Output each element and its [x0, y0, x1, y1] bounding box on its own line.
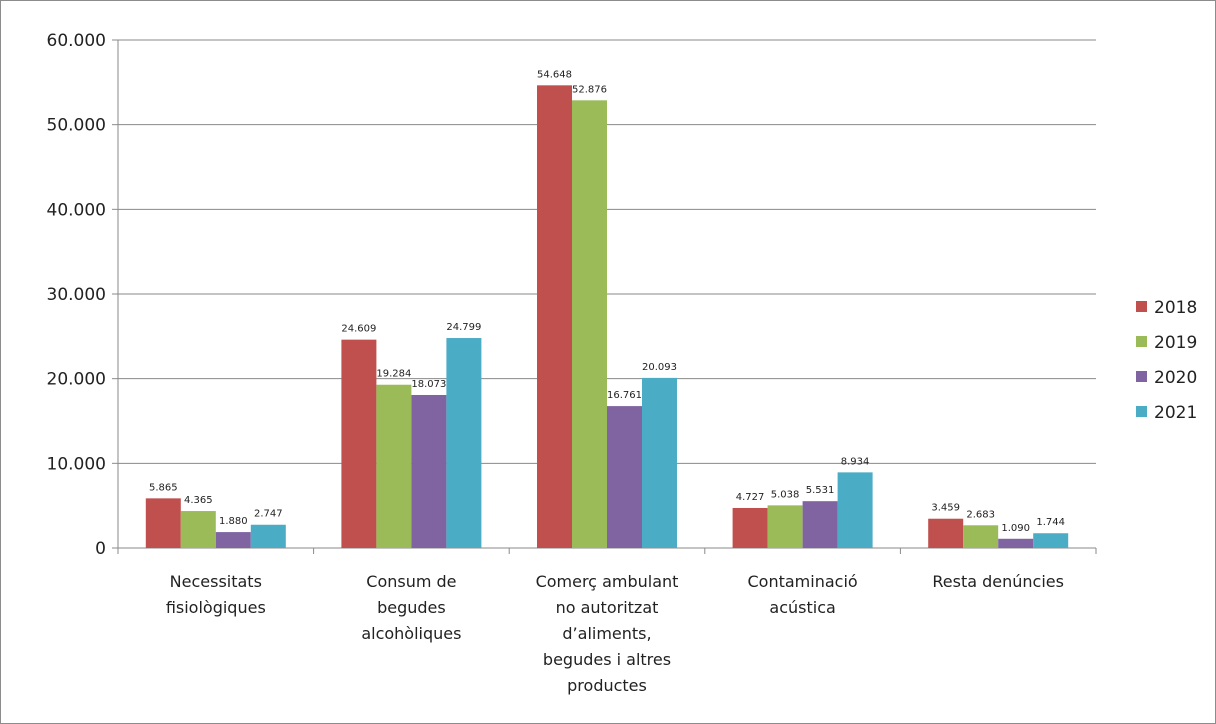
x-tick-label: Contaminació [748, 572, 858, 591]
bar [180, 511, 216, 548]
bar [642, 377, 677, 548]
data-label: 5.865 [149, 482, 178, 493]
x-tick-label: Comerç ambulant [536, 572, 679, 591]
bar [732, 507, 768, 548]
bar [837, 472, 873, 548]
bar [928, 518, 964, 548]
y-tick-label: 20.000 [47, 370, 106, 390]
y-tick-label: 10.000 [47, 454, 106, 474]
y-tick-label: 0 [95, 539, 106, 559]
x-tick-label: productes [567, 676, 647, 695]
data-label: 5.038 [771, 489, 800, 500]
legend-swatch [1136, 371, 1147, 382]
bar [1033, 533, 1069, 548]
bar [572, 100, 607, 549]
x-tick-label: Necessitats [170, 572, 262, 591]
data-label: 1.090 [1001, 523, 1030, 534]
legend-label: 2020 [1154, 368, 1197, 388]
data-label: 5.531 [806, 485, 835, 496]
x-tick-label: Consum de [366, 572, 456, 591]
bar [215, 532, 251, 548]
x-tick-label: begudes [377, 598, 446, 617]
bar [802, 501, 838, 548]
bar [411, 394, 447, 548]
bar [145, 498, 181, 548]
bar [767, 505, 803, 548]
data-label: 52.876 [572, 84, 607, 95]
x-tick-label: acústica [769, 598, 835, 617]
x-tick-label: d’aliments, [562, 624, 651, 643]
x-tick-label: no autoritzat [556, 598, 659, 617]
data-label: 20.093 [642, 362, 677, 373]
x-tick-label: fisiològiques [166, 598, 266, 617]
data-label: 3.459 [931, 503, 960, 514]
bar [446, 338, 482, 548]
data-label: 54.648 [537, 69, 572, 80]
y-tick-label: 50.000 [47, 116, 106, 136]
data-label: 4.365 [184, 495, 213, 506]
data-label: 1.880 [219, 516, 248, 527]
legend-label: 2019 [1154, 333, 1197, 353]
legend-swatch [1136, 406, 1147, 417]
data-label: 2.683 [966, 509, 995, 520]
data-label: 18.073 [411, 379, 446, 390]
data-label: 2.747 [254, 509, 283, 520]
bar [341, 339, 377, 548]
legend-swatch [1136, 336, 1147, 347]
data-label: 19.284 [376, 369, 411, 380]
x-tick-label: Resta denúncies [932, 572, 1064, 591]
data-label: 24.609 [341, 324, 376, 335]
bar [607, 406, 642, 548]
y-tick-label: 40.000 [47, 200, 106, 220]
data-label: 8.934 [841, 456, 870, 467]
legend-swatch [1136, 301, 1147, 312]
bar [250, 524, 286, 548]
bar [998, 538, 1034, 548]
legend-label: 2018 [1154, 298, 1197, 318]
y-tick-label: 30.000 [47, 285, 106, 305]
bar [376, 384, 412, 548]
y-tick-label: 60.000 [47, 31, 106, 51]
data-label: 4.727 [736, 492, 765, 503]
bar [963, 525, 999, 548]
x-tick-label: alcohòliques [361, 624, 461, 643]
bar [537, 85, 572, 548]
x-tick-label: begudes i altres [543, 650, 671, 669]
data-label: 1.744 [1036, 517, 1065, 528]
data-label: 24.799 [446, 322, 481, 333]
data-label: 16.761 [607, 390, 642, 401]
legend-label: 2021 [1154, 403, 1197, 423]
